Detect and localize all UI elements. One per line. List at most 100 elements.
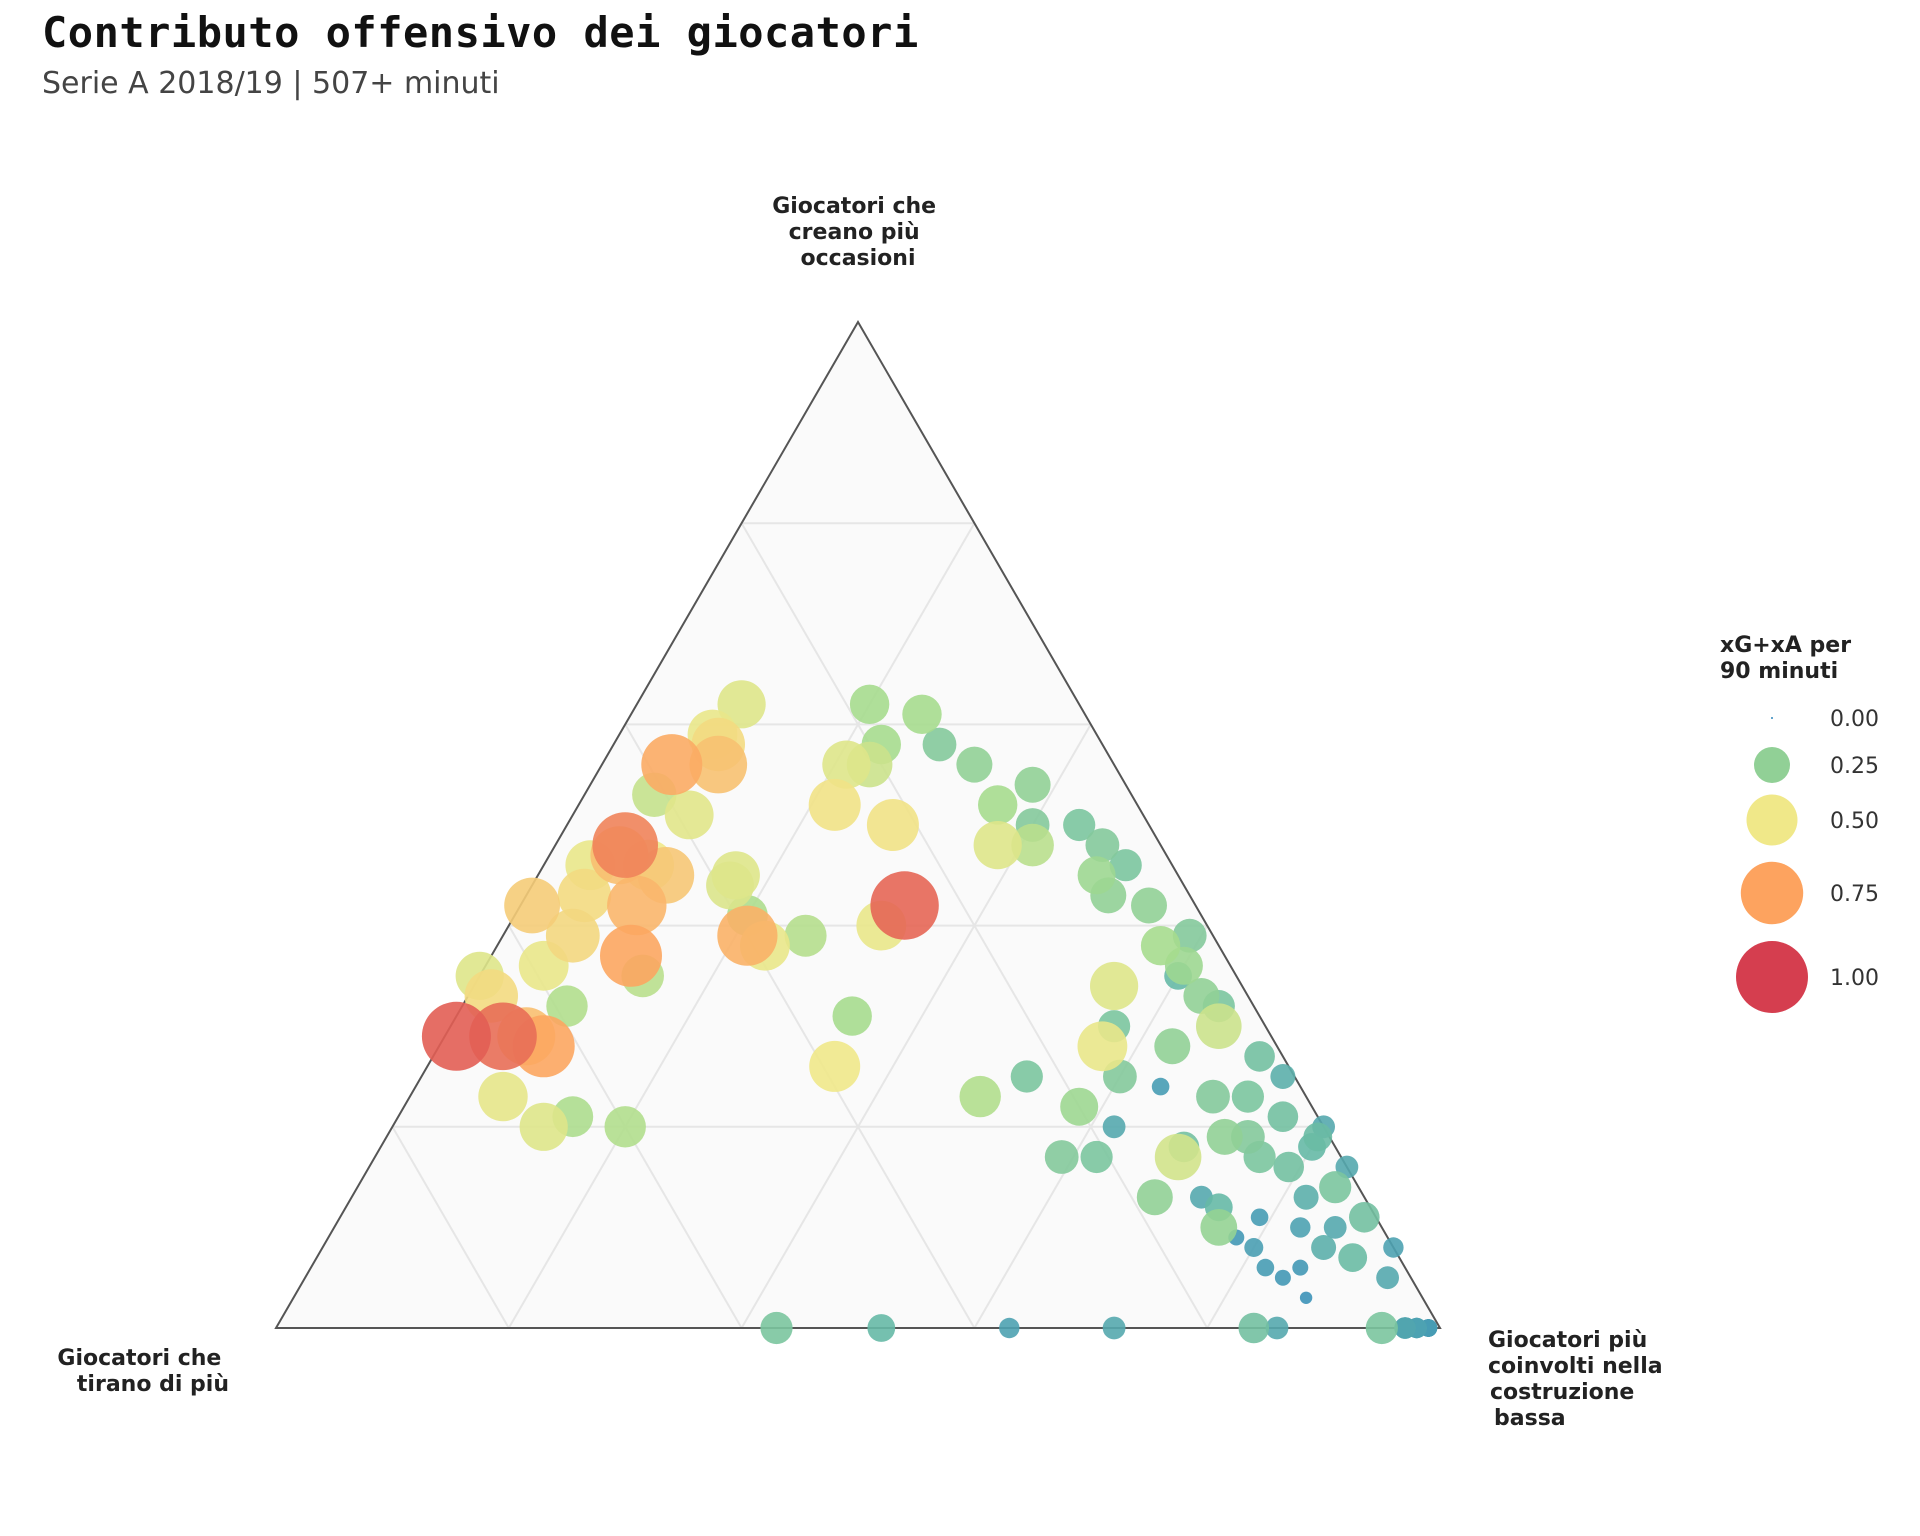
data-point[interactable] [784,914,827,957]
data-point[interactable] [1273,1151,1304,1183]
data-point[interactable] [1085,828,1120,862]
data-point[interactable] [978,785,1018,825]
data-point[interactable] [1196,1079,1230,1114]
data-point[interactable] [1299,1291,1313,1305]
data-point[interactable] [1196,1003,1242,1049]
data-point[interactable] [1109,849,1142,882]
data-point[interactable] [1154,1133,1202,1181]
data-point[interactable] [959,1075,1001,1118]
data-point[interactable] [478,1071,528,1122]
data-point[interactable] [822,740,871,789]
data-point[interactable] [1063,808,1096,842]
data-point[interactable] [1131,887,1167,924]
data-point[interactable] [1250,1208,1269,1227]
data-point[interactable] [1238,1312,1270,1344]
data-point[interactable] [1014,766,1051,803]
data-point[interactable] [557,868,612,923]
data-point[interactable] [1136,1179,1173,1216]
data-point[interactable] [1338,1243,1368,1272]
data-point[interactable] [604,1106,646,1148]
data-point[interactable] [808,778,861,831]
data-point[interactable] [1383,1237,1404,1258]
chart-title: Contributo offensivo dei giocatori [42,8,919,57]
axis-label-right: Giocatori più coinvolti nella costruzion… [1488,1328,1670,1431]
data-point[interactable] [1060,1087,1099,1126]
data-point[interactable] [1270,1064,1296,1089]
data-point[interactable] [1140,926,1181,966]
data-point[interactable] [1077,1021,1128,1072]
data-point[interactable] [1244,1238,1264,1257]
data-point[interactable] [717,905,778,966]
data-point[interactable] [1394,1317,1416,1339]
data-point[interactable] [849,684,890,724]
data-point[interactable] [1011,823,1054,867]
data-point[interactable] [1319,1171,1352,1204]
data-point[interactable] [545,908,600,963]
data-point[interactable] [1010,1060,1043,1093]
data-point[interactable] [664,790,714,840]
data-point[interactable] [1172,918,1207,953]
data-point[interactable] [711,851,760,900]
data-point[interactable] [1290,1217,1311,1238]
data-point[interactable] [1206,1118,1243,1155]
data-point[interactable] [1080,1140,1113,1174]
data-point[interactable] [641,734,703,796]
data-point[interactable] [902,694,942,734]
axis-label-top-line: occasioni [801,246,916,271]
data-point[interactable] [504,877,560,934]
data-point[interactable] [1102,1316,1126,1340]
data-point[interactable] [519,1102,568,1151]
data-point[interactable] [866,799,919,851]
axis-label-right-line: Giocatori più [1488,1328,1647,1353]
data-point[interactable] [1256,1258,1275,1277]
data-point[interactable] [1151,1077,1170,1096]
axis-label-top-line: creano più [789,220,920,245]
legend-title-line: 90 minuti [1720,659,1838,684]
data-point[interactable] [1265,1316,1289,1340]
data-point[interactable] [1183,978,1220,1014]
data-point[interactable] [760,1311,793,1345]
data-point[interactable] [999,1317,1020,1339]
data-point[interactable] [689,735,748,794]
data-point[interactable] [870,871,939,940]
legend: xG+xA per 90 minuti 0.00 0.25 0.50 0.75 1.00 [1720,633,1879,1013]
data-point[interactable] [1293,1184,1319,1210]
axis-label-right-line: bassa [1494,1406,1566,1431]
data-point[interactable] [1044,1140,1079,1174]
data-point[interactable] [1102,1115,1126,1139]
data-point[interactable] [1376,1266,1399,1290]
data-point[interactable] [1303,1122,1333,1152]
data-point[interactable] [867,1314,896,1342]
data-point[interactable] [600,924,662,987]
data-point[interactable] [1349,1202,1380,1233]
data-point[interactable] [1311,1235,1337,1260]
data-point[interactable] [956,746,993,783]
data-point[interactable] [922,727,957,762]
axis-label-left-line: tirano di più [77,1372,229,1397]
data-point[interactable] [1274,1269,1291,1286]
data-point[interactable] [1365,1311,1398,1345]
data-point[interactable] [1244,1041,1275,1072]
data-point[interactable] [1154,1028,1191,1065]
grid-line [973,925,1209,1329]
data-point[interactable] [592,812,658,878]
data-point[interactable] [832,996,872,1036]
legend-swatch [1740,861,1804,925]
data-point[interactable] [1292,1259,1309,1276]
data-point[interactable] [546,985,588,1027]
data-point[interactable] [973,821,1022,870]
data-point[interactable] [1077,856,1116,895]
data-point[interactable] [1090,961,1139,1011]
data-point[interactable] [1267,1101,1299,1132]
data-point[interactable] [1231,1080,1264,1113]
data-point[interactable] [1200,1209,1238,1246]
data-point[interactable] [809,1040,861,1092]
data-point[interactable] [1323,1216,1347,1239]
data-point[interactable] [717,680,766,729]
data-point[interactable] [607,875,667,936]
legend-label: 1.00 [1830,966,1879,991]
axis-label-left-line: Giocatori che [57,1346,221,1371]
axis-label-top-line: Giocatori che [772,194,936,219]
grid-line [1206,1126,1325,1329]
data-point[interactable] [421,1001,491,1071]
